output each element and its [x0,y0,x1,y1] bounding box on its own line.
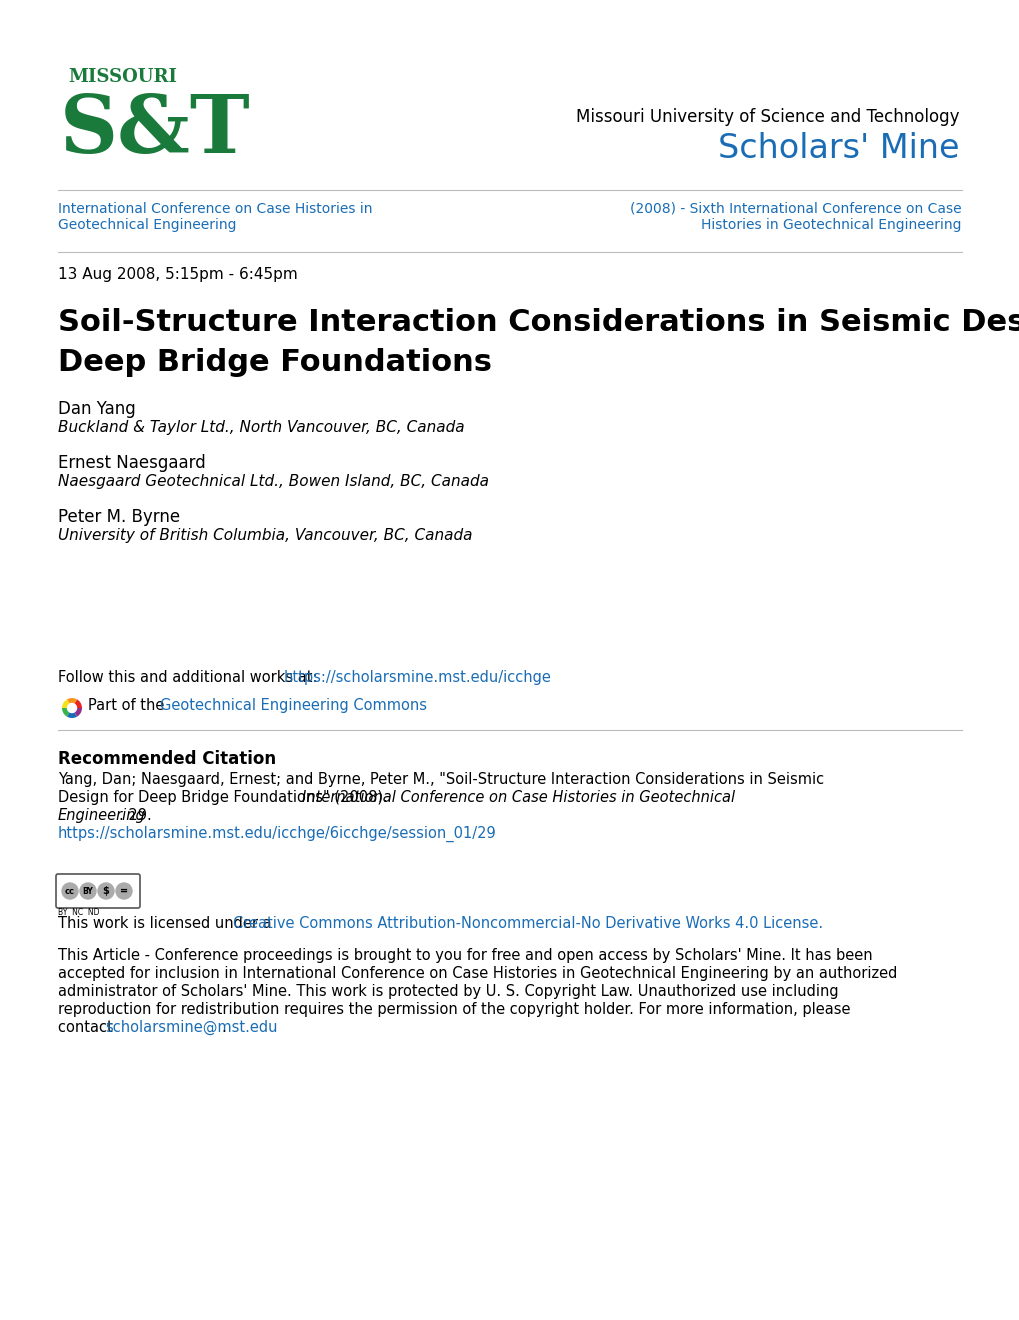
Wedge shape [72,708,82,717]
Circle shape [116,883,131,899]
Text: MISSOURI: MISSOURI [68,69,177,86]
Text: .: . [221,1020,226,1035]
Text: BY: BY [83,887,94,895]
Text: Part of the: Part of the [88,698,169,713]
Text: https://scholarsmine.mst.edu/icchge/6icchge/session_01/29: https://scholarsmine.mst.edu/icchge/6icc… [58,826,496,842]
Text: This work is licensed under a: This work is licensed under a [58,916,276,931]
Wedge shape [72,700,82,708]
Text: =: = [120,886,128,896]
Text: Yang, Dan; Naesgaard, Ernest; and Byrne, Peter M., "Soil-Structure Interaction C: Yang, Dan; Naesgaard, Ernest; and Byrne,… [58,772,823,787]
Circle shape [79,883,96,899]
Text: BY  NC  ND: BY NC ND [58,908,100,917]
Circle shape [67,704,76,713]
Text: reproduction for redistribution requires the permission of the copyright holder.: reproduction for redistribution requires… [58,1002,850,1016]
Text: S&T: S&T [60,92,251,170]
Text: Recommended Citation: Recommended Citation [58,750,276,768]
Text: Follow this and additional works at:: Follow this and additional works at: [58,671,322,685]
Text: Creative Commons Attribution-Noncommercial-No Derivative Works 4.0 License.: Creative Commons Attribution-Noncommerci… [233,916,822,931]
Text: cc: cc [65,887,75,895]
Text: Geotechnical Engineering Commons: Geotechnical Engineering Commons [160,698,427,713]
Wedge shape [62,708,72,717]
Text: International Conference on Case Histories in Geotechnical: International Conference on Case Histori… [302,789,735,805]
Circle shape [98,883,114,899]
Text: Ernest Naesgaard: Ernest Naesgaard [58,454,206,473]
Circle shape [62,883,77,899]
Text: (2008) - Sixth International Conference on Case
Histories in Geotechnical Engine: (2008) - Sixth International Conference … [630,202,961,232]
Text: Scholars' Mine: Scholars' Mine [717,132,959,165]
Wedge shape [67,698,76,708]
FancyBboxPatch shape [56,874,140,908]
Wedge shape [67,708,76,718]
Text: Design for Deep Bridge Foundations" (2008).: Design for Deep Bridge Foundations" (200… [58,789,392,805]
Text: scholarsmine@mst.edu: scholarsmine@mst.edu [105,1020,277,1035]
Text: University of British Columbia, Vancouver, BC, Canada: University of British Columbia, Vancouve… [58,528,472,543]
Wedge shape [62,700,72,708]
Text: Peter M. Byrne: Peter M. Byrne [58,508,180,525]
Text: administrator of Scholars' Mine. This work is protected by U. S. Copyright Law. : administrator of Scholars' Mine. This wo… [58,983,838,999]
Text: Missouri University of Science and Technology: Missouri University of Science and Techn… [576,108,959,125]
Text: $: $ [103,886,109,896]
Text: Engineering: Engineering [58,808,146,822]
Text: Dan Yang: Dan Yang [58,400,136,418]
Text: contact: contact [58,1020,117,1035]
Text: accepted for inclusion in International Conference on Case Histories in Geotechn: accepted for inclusion in International … [58,966,897,981]
Text: Naesgaard Geotechnical Ltd., Bowen Island, BC, Canada: Naesgaard Geotechnical Ltd., Bowen Islan… [58,474,488,488]
Text: This Article - Conference proceedings is brought to you for free and open access: This Article - Conference proceedings is… [58,948,872,964]
Text: Buckland & Taylor Ltd., North Vancouver, BC, Canada: Buckland & Taylor Ltd., North Vancouver,… [58,420,465,436]
Text: Deep Bridge Foundations: Deep Bridge Foundations [58,348,491,378]
Text: https://scholarsmine.mst.edu/icchge: https://scholarsmine.mst.edu/icchge [283,671,551,685]
Text: International Conference on Case Histories in
Geotechnical Engineering: International Conference on Case Histori… [58,202,372,232]
Text: . 29.: . 29. [119,808,152,822]
Text: Soil-Structure Interaction Considerations in Seismic Design for: Soil-Structure Interaction Consideration… [58,308,1019,337]
Text: 13 Aug 2008, 5:15pm - 6:45pm: 13 Aug 2008, 5:15pm - 6:45pm [58,267,298,282]
